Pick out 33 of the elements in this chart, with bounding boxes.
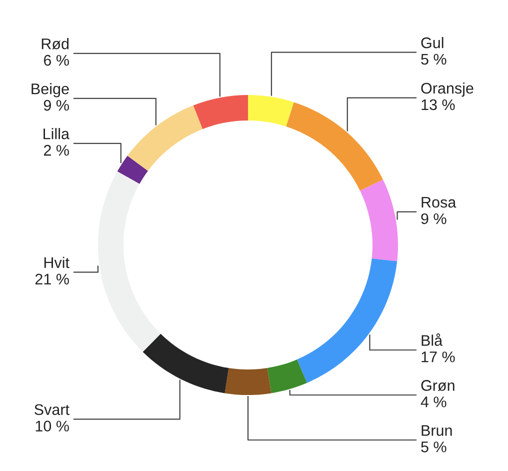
slice-label: Oransje xyxy=(421,82,474,97)
data-label: 5 % xyxy=(421,442,446,452)
data-label: 5 % xyxy=(421,54,446,65)
donut-slice xyxy=(98,171,161,352)
slice-label: Brun xyxy=(422,425,452,436)
data-label: 9 % xyxy=(44,100,69,111)
data-label: 2 % xyxy=(44,144,69,156)
donut-slice xyxy=(286,102,383,191)
donut-slice xyxy=(360,180,398,262)
data-label: 17 % xyxy=(422,352,455,362)
donut-slice xyxy=(248,95,294,126)
slice-label: Lilla xyxy=(44,128,70,140)
data-label: 21 % xyxy=(35,274,69,284)
slice-label: Rosa xyxy=(422,197,456,208)
data-label: 6 % xyxy=(44,54,69,66)
donut-slice xyxy=(296,258,398,383)
slice-label: Beige xyxy=(32,83,69,98)
slice-label: Hvit xyxy=(44,256,70,268)
slice-label: Svart xyxy=(34,404,70,416)
donut-slice xyxy=(224,368,272,395)
data-label: 9 % xyxy=(421,213,446,224)
donut-slice xyxy=(267,359,308,394)
data-label: 4 % xyxy=(420,396,446,408)
slice-label: Rød xyxy=(42,38,69,50)
data-label: 10 % xyxy=(36,420,69,432)
donut-slice xyxy=(117,156,148,184)
slice-label: Blå xyxy=(422,333,443,346)
donut-slice xyxy=(142,334,229,394)
slice-label: Gul xyxy=(421,37,444,48)
donut-slice xyxy=(127,105,203,171)
donut-slice xyxy=(193,95,248,130)
slice-label: Grøn xyxy=(421,380,454,392)
data-label: 13 % xyxy=(422,99,455,110)
